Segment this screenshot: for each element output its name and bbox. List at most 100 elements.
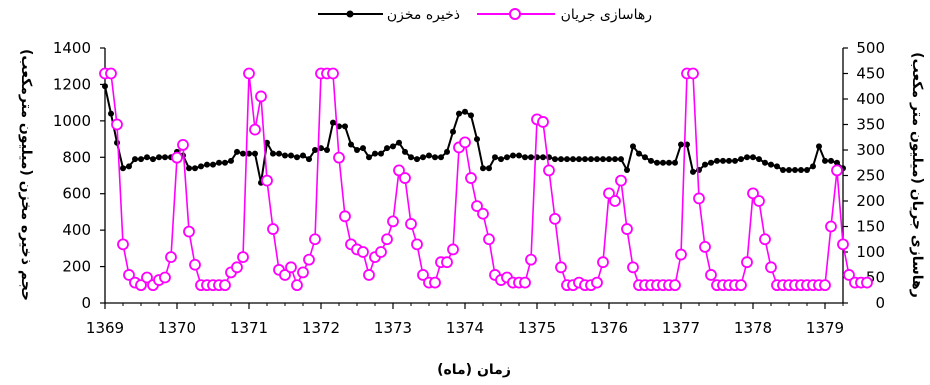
data-point <box>810 163 816 170</box>
data-point <box>282 152 288 159</box>
data-point <box>768 161 774 168</box>
data-point <box>660 159 666 166</box>
data-point <box>630 143 636 150</box>
data-point <box>609 195 621 207</box>
data-point <box>216 159 222 166</box>
data-point <box>825 220 837 233</box>
right-tick-label: 0 <box>875 294 885 312</box>
x-tick-label: 1378 <box>734 319 772 337</box>
data-point <box>162 154 168 161</box>
data-point <box>792 167 798 174</box>
data-point <box>438 154 444 161</box>
data-point <box>333 151 345 164</box>
data-point <box>837 238 849 251</box>
data-point <box>693 192 705 205</box>
data-point <box>276 150 282 157</box>
data-point <box>597 256 609 269</box>
data-point <box>636 150 642 157</box>
data-point <box>861 276 873 289</box>
data-point <box>798 167 804 174</box>
data-point <box>105 67 117 80</box>
legend: ذخیره مخزن رهاسازی جریان <box>318 7 652 23</box>
data-point <box>738 156 744 163</box>
x-tick-label: 1369 <box>86 319 124 337</box>
data-point <box>102 83 108 90</box>
data-point <box>189 258 201 271</box>
data-point <box>678 141 684 148</box>
data-point <box>552 156 558 163</box>
data-point <box>363 269 375 281</box>
data-point <box>564 156 570 163</box>
data-point <box>228 157 234 164</box>
data-point <box>381 233 393 246</box>
data-point <box>705 269 717 281</box>
data-point <box>246 150 252 157</box>
data-point <box>603 187 615 200</box>
right-tick-label: 400 <box>856 90 885 108</box>
data-point <box>417 269 429 281</box>
data-point <box>342 123 348 130</box>
data-point <box>747 187 759 200</box>
x-tick-label: 1370 <box>158 319 196 337</box>
data-point <box>432 154 438 161</box>
data-point <box>450 128 456 135</box>
left-tick-label: 400 <box>62 221 91 239</box>
data-point <box>504 154 510 161</box>
data-point <box>117 238 129 251</box>
data-point <box>471 200 483 213</box>
data-point <box>750 154 756 161</box>
data-point <box>222 159 228 166</box>
data-point <box>261 174 273 187</box>
right-tick-label: 200 <box>856 192 885 210</box>
right-tick-label: 150 <box>856 218 885 236</box>
y-axis-left-title: حجم ذخیره مخزن (میلیون مترمکعب) <box>18 49 34 301</box>
x-tick-label: 1377 <box>662 319 700 337</box>
data-point <box>594 156 600 163</box>
right-tick-label: 300 <box>856 141 885 159</box>
left-tick-label: 1400 <box>53 39 91 57</box>
data-point <box>240 150 246 157</box>
data-point <box>375 246 387 258</box>
data-point <box>291 279 303 292</box>
data-point <box>654 159 660 166</box>
data-point <box>600 156 606 163</box>
data-point <box>732 157 738 164</box>
data-point <box>804 167 810 174</box>
data-point <box>354 147 360 153</box>
data-point <box>483 233 495 246</box>
data-point <box>237 251 249 264</box>
data-point <box>123 269 135 281</box>
data-point <box>348 141 354 148</box>
x-tick-label: 1372 <box>302 319 340 337</box>
data-point <box>270 150 276 157</box>
data-point <box>786 167 792 174</box>
data-point <box>408 154 414 161</box>
data-point <box>378 150 384 157</box>
data-point <box>429 276 441 289</box>
data-point <box>387 215 399 228</box>
data-point <box>621 223 633 235</box>
right-tick-label: 350 <box>856 116 885 134</box>
data-point <box>519 276 531 289</box>
data-point <box>210 161 216 168</box>
data-point <box>510 152 516 159</box>
data-point <box>666 159 672 166</box>
x-tick-label: 1376 <box>590 319 628 337</box>
data-point <box>498 156 504 163</box>
data-point <box>402 148 408 155</box>
data-point <box>702 161 708 168</box>
data-point <box>192 165 198 172</box>
data-point <box>588 156 594 163</box>
data-point <box>720 157 726 164</box>
data-point <box>618 156 624 163</box>
data-point <box>279 269 291 281</box>
left-tick-label: 0 <box>81 294 91 312</box>
legend-release-label: رهاسازی جریان <box>561 7 652 23</box>
data-point <box>414 156 420 163</box>
data-point <box>558 156 564 163</box>
data-point <box>843 269 855 281</box>
data-point <box>525 253 537 266</box>
data-point <box>396 139 402 146</box>
data-point <box>591 276 603 289</box>
data-point <box>177 138 189 151</box>
